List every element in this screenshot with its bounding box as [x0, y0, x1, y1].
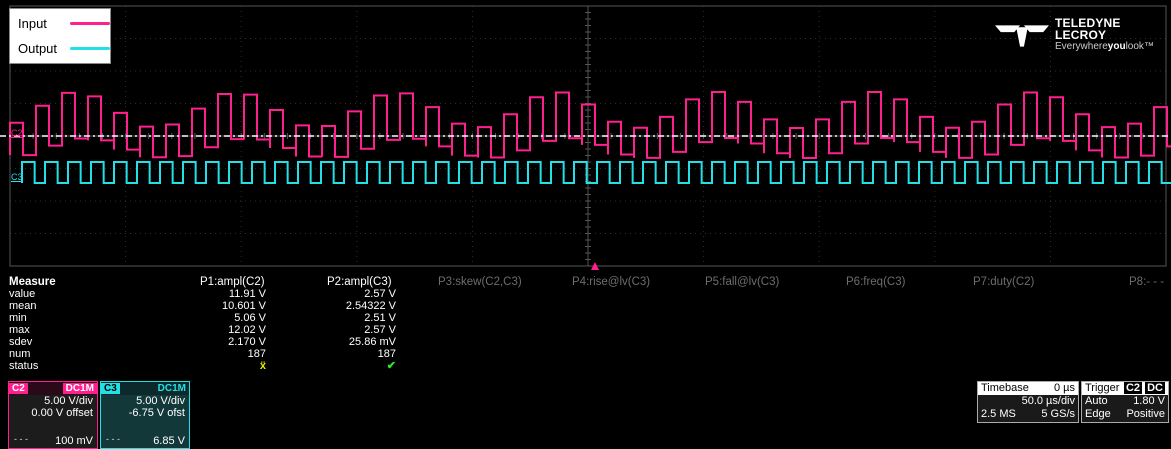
coupling-tag: DC1M — [62, 383, 97, 394]
param-header-p3[interactable]: P3:skew(C2,C3) — [438, 276, 522, 288]
timebase-delay: 0 µs — [1053, 382, 1075, 394]
measure-title: Measure — [9, 276, 56, 288]
p2-num: 187 — [377, 348, 396, 360]
p1-num: 187 — [247, 348, 266, 360]
measure-table: Measure P1:ampl(C2) P2:ampl(C3) P3:skew(… — [0, 272, 1171, 380]
row-label-sdev: sdev — [9, 336, 33, 348]
param-header-p4[interactable]: P4:rise@lv(C3) — [572, 276, 651, 288]
p2-status-icon: ✔ — [386, 360, 396, 372]
channel-readout: 100 mV — [55, 435, 93, 447]
volts-per-div: 5.00 V/div — [44, 395, 93, 407]
offset: -6.75 V ofst — [128, 407, 185, 419]
trigger-level: 1.80 V — [1133, 395, 1165, 407]
timebase-descriptor[interactable]: Timebase 0 µs 50.0 µs/div 2.5 MS 5 GS/s — [977, 381, 1079, 423]
channel-marker-c2[interactable]: C2 — [11, 128, 23, 138]
probe-line-icon: - - - — [14, 434, 28, 444]
timebase-label: Timebase — [981, 382, 1029, 394]
channel-descriptor-c3[interactable]: C3 DC1M 5.00 V/div -6.75 V ofst - - - 6.… — [100, 381, 190, 449]
trigger-descriptor[interactable]: Trigger C2 DC Auto 1.80 V Edge Positive — [1081, 381, 1169, 423]
p1-mean: 10.601 V — [221, 300, 266, 312]
param-header-p5[interactable]: P5:fall@lv(C3) — [705, 276, 780, 288]
p2-min: 2.51 V — [364, 312, 396, 324]
channel-descriptor-c2[interactable]: C2 DC1M 5.00 V/div 0.00 V offset - - - 1… — [8, 381, 98, 449]
row-label-max: max — [9, 324, 30, 336]
legend-label: Input — [18, 15, 47, 31]
trigger-position-marker[interactable] — [591, 262, 599, 270]
param-header-p7[interactable]: P7:duty(C2) — [973, 276, 1035, 288]
sample-rate: 5 GS/s — [1041, 408, 1075, 420]
sample-count: 2.5 MS — [981, 408, 1016, 420]
waveform-grid[interactable] — [0, 0, 1171, 270]
channel-tag: C3 — [101, 383, 120, 394]
row-label-status: status — [9, 360, 39, 372]
trigger-mode: Auto — [1085, 395, 1108, 407]
param-header-p6[interactable]: P6:freq(C3) — [846, 276, 906, 288]
channel-marker-c3[interactable]: C3 — [11, 172, 23, 182]
p2-max: 2.57 V — [364, 324, 396, 336]
trigger-channel-tag: C2 — [1123, 382, 1143, 394]
p1-status-icon: ẍ — [259, 360, 266, 372]
trace-output — [21, 161, 1171, 184]
param-header-p8[interactable]: P8:- - - — [1129, 276, 1165, 288]
channel-tag: C2 — [9, 383, 28, 394]
p1-sdev: 2.170 V — [228, 336, 266, 348]
time-per-div: 50.0 µs/div — [1021, 395, 1075, 407]
legend-label: Output — [18, 40, 58, 56]
p2-value: 2.57 V — [364, 288, 396, 300]
legend-swatch — [69, 21, 110, 25]
param-header-p2[interactable]: P2:ampl(C3) — [327, 276, 392, 288]
probe-line-icon: - - - — [106, 434, 120, 444]
trigger-coupling-tag: DC — [1145, 382, 1165, 394]
p1-min: 5.06 V — [234, 312, 266, 324]
trigger-type: Edge — [1085, 408, 1111, 420]
trace-input — [9, 91, 1171, 159]
trigger-label: Trigger — [1085, 382, 1120, 394]
row-label-value: value — [9, 288, 36, 300]
p1-value: 11.91 V — [228, 288, 266, 300]
brand-logo: TELEDYNE LECROY Everywhereyoulook™ — [995, 16, 1171, 52]
p2-sdev: 25.86 mV — [348, 336, 396, 348]
legend-swatch — [69, 46, 110, 50]
brand-tagline: Everywhereyoulook™ — [1054, 41, 1154, 52]
row-label-num: num — [9, 348, 31, 360]
trigger-slope: Positive — [1126, 408, 1165, 420]
legend-item-output: Output — [10, 37, 110, 59]
legend: Input Output — [9, 8, 111, 64]
p2-mean: 2.54322 V — [345, 300, 396, 312]
teledyne-logo-icon — [995, 25, 1049, 47]
brand-name: TELEDYNE LECROY — [1054, 16, 1121, 42]
p1-max: 12.02 V — [228, 324, 266, 336]
row-label-min: min — [9, 312, 27, 324]
offset: 0.00 V offset — [31, 407, 93, 419]
param-header-p1[interactable]: P1:ampl(C2) — [200, 276, 265, 288]
coupling-tag: DC1M — [157, 383, 186, 394]
legend-item-input: Input — [10, 12, 110, 34]
channel-readout: 6.85 V — [153, 435, 185, 447]
row-label-mean: mean — [9, 300, 37, 312]
volts-per-div: 5.00 V/div — [136, 395, 185, 407]
